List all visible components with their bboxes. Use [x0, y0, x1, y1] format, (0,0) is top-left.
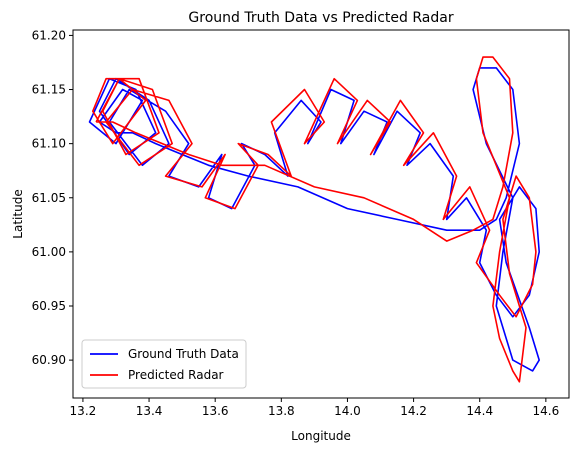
x-tick-label: 13.8	[268, 404, 295, 418]
y-axis-label: Latitude	[11, 189, 25, 238]
legend: Ground Truth Data Predicted Radar	[81, 339, 247, 389]
y-tick-label: 61.05	[32, 191, 66, 205]
legend-entry: Ground Truth Data	[128, 347, 239, 361]
x-tick-label: 14.4	[466, 404, 493, 418]
y-tick-label: 61.10	[32, 137, 66, 151]
y-tick-label: 61.15	[32, 83, 66, 97]
series-line-predicted-radar	[92, 56, 537, 383]
series-layer	[88, 56, 541, 383]
y-axis: 60.90 60.95 61.00 61.05 61.10 61.15 61.20	[32, 28, 73, 367]
x-axis: 13.2 13.4 13.6 13.8 14.0 14.2 14.4 14.6	[70, 398, 559, 418]
y-tick-label: 60.95	[32, 299, 66, 313]
series-line-ground-truth	[88, 67, 541, 372]
x-tick-label: 14.2	[400, 404, 427, 418]
x-tick-label: 14.0	[334, 404, 361, 418]
chart-title: Ground Truth Data vs Predicted Radar	[188, 10, 453, 26]
plot-frame	[72, 29, 570, 399]
y-tick-label: 61.20	[32, 28, 66, 42]
legend-box	[81, 339, 247, 389]
x-tick-label: 13.6	[202, 404, 229, 418]
y-tick-label: 61.00	[32, 245, 66, 259]
y-tick-label: 60.90	[32, 353, 66, 367]
x-tick-label: 13.4	[136, 404, 163, 418]
x-tick-label: 14.6	[532, 404, 559, 418]
x-tick-label: 13.2	[70, 404, 97, 418]
x-axis-label: Longitude	[291, 429, 351, 443]
legend-entry: Predicted Radar	[128, 368, 224, 382]
